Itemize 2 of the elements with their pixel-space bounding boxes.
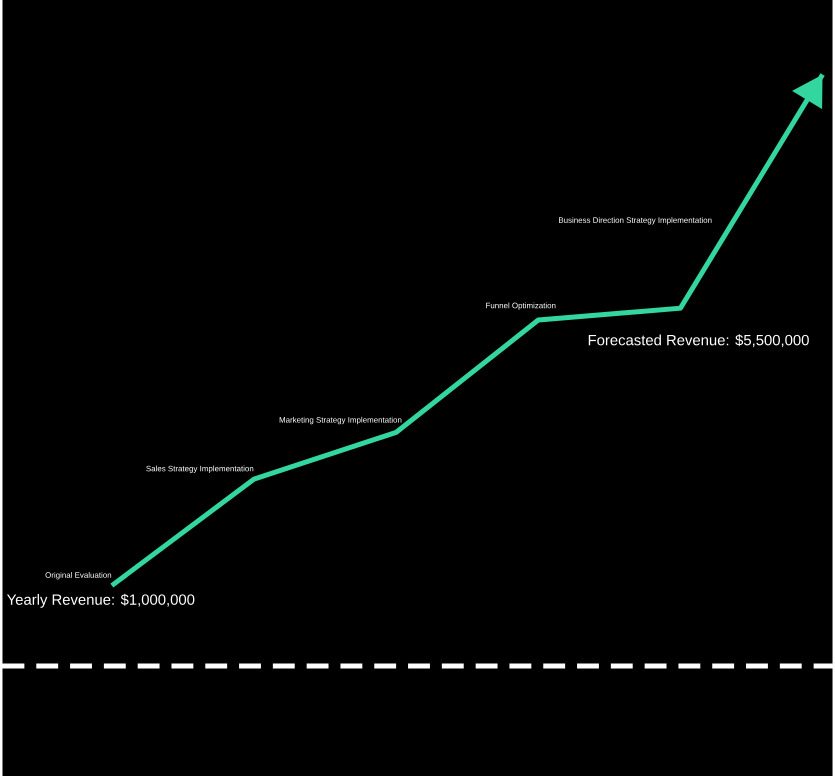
annotation: Forecasted Revenue: $5,500,000: [588, 334, 809, 347]
annotation: Yearly Revenue: $1,000,000: [6, 594, 194, 608]
